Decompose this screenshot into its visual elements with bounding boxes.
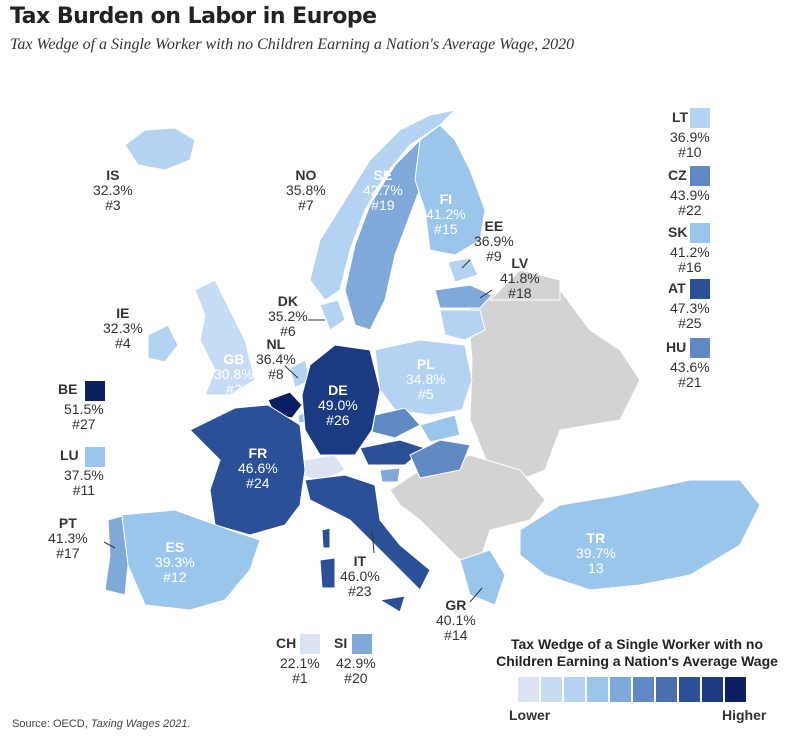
label-cz: CZ [668, 167, 687, 183]
swatch-ch [300, 634, 320, 654]
legend-swatch-6 [632, 676, 655, 703]
map-subtitle: Tax Wedge of a Single Worker with no Chi… [10, 36, 575, 53]
country-tr [519, 479, 761, 591]
value-lt: 36.9% #10 [670, 129, 710, 160]
country-dk [319, 299, 346, 331]
swatch-be [85, 381, 105, 401]
region-non-oecd-baltic-east [488, 269, 561, 301]
label-pl: PL 34.8% #5 [406, 356, 446, 402]
country-gb [194, 279, 256, 396]
country-hu [409, 439, 471, 479]
country-it-sicily [378, 595, 406, 613]
value-sk: 41.2% #16 [670, 244, 710, 275]
legend-low-label: Lower [509, 707, 551, 723]
swatch-sk [690, 223, 710, 243]
country-pt [104, 515, 129, 596]
swatch-at [690, 279, 710, 299]
label-pt: PT 41.3% #17 [48, 515, 88, 561]
value-hu: 43.6% #21 [670, 359, 710, 390]
label-de: DE 49.0% #26 [318, 382, 358, 428]
label-gr: GR 40.1% #14 [436, 597, 476, 643]
label-ee: EE 36.9% #9 [474, 218, 514, 264]
label-at: AT [668, 280, 686, 296]
label-fi: FI 41.2% #15 [426, 191, 466, 237]
pointer-gr [469, 587, 483, 603]
country-de [301, 344, 381, 456]
legend-swatch-3 [563, 676, 586, 703]
source-note: Source: OECD, Taxing Wages 2021. [12, 718, 191, 730]
country-fr-corsica [321, 527, 331, 549]
legend-high-label: Higher [722, 707, 767, 723]
value-si: 42.9% #20 [336, 655, 376, 686]
legend-swatch-7 [655, 676, 678, 703]
country-fi [414, 124, 486, 256]
value-ch: 22.1% #1 [280, 655, 320, 686]
pointer-nl [284, 365, 299, 379]
country-lt [439, 309, 486, 341]
label-nl: NL 36.4% #8 [256, 336, 296, 382]
country-it [304, 474, 431, 591]
label-is: IS 32.3% #3 [93, 167, 133, 213]
label-lu: LU [60, 447, 79, 463]
pointer-pt [103, 541, 116, 549]
legend-swatch-8 [678, 676, 701, 703]
label-fr: FR 46.6% #24 [238, 445, 278, 491]
country-se [344, 138, 426, 331]
pointer-lv [479, 289, 493, 299]
swatch-hu [690, 338, 710, 358]
label-be: BE [58, 381, 78, 397]
label-hu: HU [666, 339, 687, 355]
country-is [124, 127, 196, 171]
country-gr [459, 549, 506, 606]
swatch-cz [690, 166, 710, 186]
swatch-lt [690, 108, 710, 128]
label-dk: DK 35.2% #6 [268, 293, 308, 339]
label-es: ES 39.3% #12 [155, 539, 195, 585]
label-gb: GB 30.8% #2 [214, 351, 254, 397]
legend-scale [517, 676, 747, 703]
country-sk [419, 414, 461, 443]
label-si: SI [334, 635, 348, 651]
swatch-lu [85, 447, 105, 467]
label-lv: LV 41.8% #18 [500, 255, 540, 301]
country-si [379, 467, 401, 483]
region-non-oecd-east [467, 289, 641, 481]
country-it-sardinia [319, 557, 336, 589]
country-cz [371, 407, 421, 439]
label-lt: LT [672, 109, 689, 125]
map-title: Tax Burden on Labor in Europe [10, 4, 377, 29]
label-sk: SK [668, 224, 688, 240]
country-ie [147, 324, 179, 363]
pointer-ee [461, 259, 471, 269]
legend-swatch-4 [586, 676, 609, 703]
value-cz: 43.9% #22 [670, 187, 710, 218]
value-at: 47.3% #25 [670, 300, 710, 331]
label-ch: CH [276, 635, 297, 651]
legend-swatch-1 [517, 676, 540, 703]
legend-swatch-5 [609, 676, 632, 703]
country-pl [374, 339, 473, 416]
country-ee [447, 257, 479, 283]
value-lu: 37.5% #11 [64, 467, 104, 498]
label-ie: IE 32.3% #4 [103, 305, 143, 351]
label-no: NO 35.8% #7 [286, 167, 326, 213]
label-se: SE 42.7% #19 [363, 167, 403, 213]
pointer-it [371, 529, 375, 554]
country-fr [189, 404, 306, 536]
legend-title: Tax Wedge of a Single Worker with no Chi… [496, 636, 778, 669]
country-lv [434, 284, 493, 309]
legend-swatch-2 [540, 676, 563, 703]
legend-swatch-9 [701, 676, 724, 703]
label-tr: TR 39.7% 13 [576, 530, 616, 576]
label-it: IT 46.0% #23 [340, 553, 380, 599]
swatch-si [352, 634, 372, 654]
legend-swatch-10 [724, 676, 747, 703]
value-be: 51.5% #27 [64, 401, 104, 432]
region-non-oecd-balkans [389, 454, 546, 561]
